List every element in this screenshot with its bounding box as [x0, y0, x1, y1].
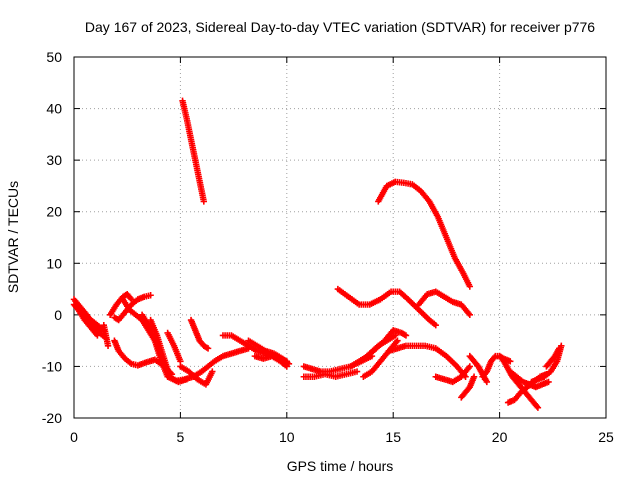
- series-track-26: [360, 337, 401, 380]
- data-point: [94, 332, 101, 339]
- x-tick-label: 10: [279, 429, 295, 445]
- series-track-29: [458, 373, 478, 401]
- axes: [73, 56, 607, 419]
- series-track-23: [375, 178, 474, 290]
- data-point: [432, 321, 439, 329]
- y-tick-label: -20: [42, 410, 62, 426]
- series-track-06: [111, 292, 154, 324]
- y-axis-label: SDTVAR / TECUs: [5, 181, 21, 293]
- data-point: [491, 354, 498, 361]
- data-point: [204, 345, 212, 352]
- data-point: [394, 337, 401, 344]
- y-tick-label: 20: [46, 204, 62, 220]
- data-point: [200, 198, 208, 205]
- series-track-18: [251, 352, 290, 370]
- x-tick-label: 25: [598, 429, 614, 445]
- y-tick-label: 0: [54, 307, 62, 323]
- x-axis-label: GPS time / hours: [287, 458, 394, 474]
- series-track-05: [106, 291, 135, 319]
- series-track-11: [164, 329, 184, 365]
- data-point: [507, 358, 514, 365]
- series-track-12: [177, 363, 216, 388]
- tick-labels: 0 5 10 15 20 25 -20 -10 0 10 20 30 40 50: [42, 49, 614, 445]
- data-point: [555, 345, 563, 352]
- x-tick-label: 5: [177, 429, 185, 445]
- series-track-25: [358, 332, 399, 365]
- data-point: [392, 332, 399, 339]
- data-point: [466, 363, 474, 370]
- series-track-28: [432, 363, 474, 386]
- data-point: [402, 332, 410, 339]
- data-point: [470, 373, 478, 380]
- y-tick-label: 30: [46, 152, 62, 168]
- y-tick-label: -10: [42, 358, 62, 374]
- data-point: [353, 368, 361, 375]
- x-tick-label: 0: [70, 429, 78, 445]
- data-point: [534, 404, 542, 411]
- series-track-22: [415, 288, 474, 319]
- data-point: [209, 368, 216, 375]
- data-point: [127, 294, 134, 302]
- y-tick-label: 10: [46, 255, 62, 271]
- data-point: [104, 342, 112, 349]
- y-tick-label: 50: [46, 49, 62, 65]
- data-points: [70, 97, 565, 411]
- data-point: [183, 376, 190, 383]
- plot-frame: [73, 56, 607, 419]
- data-point: [483, 378, 491, 386]
- data-point: [466, 311, 474, 319]
- y-tick-label: 40: [46, 101, 62, 117]
- series-track-10: [147, 316, 190, 386]
- series-track-13: [187, 316, 212, 352]
- series-track-04: [100, 321, 112, 349]
- data-point: [545, 378, 552, 386]
- x-tick-label: 20: [492, 429, 508, 445]
- chart-title: Day 167 of 2023, Sidereal Day-to-day VTE…: [85, 19, 595, 35]
- data-point: [466, 283, 474, 290]
- x-tick-label: 15: [385, 429, 401, 445]
- data-point: [147, 292, 154, 299]
- data-point: [283, 363, 290, 370]
- series-track-14: [179, 97, 208, 205]
- series-track-20: [300, 368, 361, 380]
- series-track-36: [543, 345, 563, 370]
- data-point: [533, 403, 541, 410]
